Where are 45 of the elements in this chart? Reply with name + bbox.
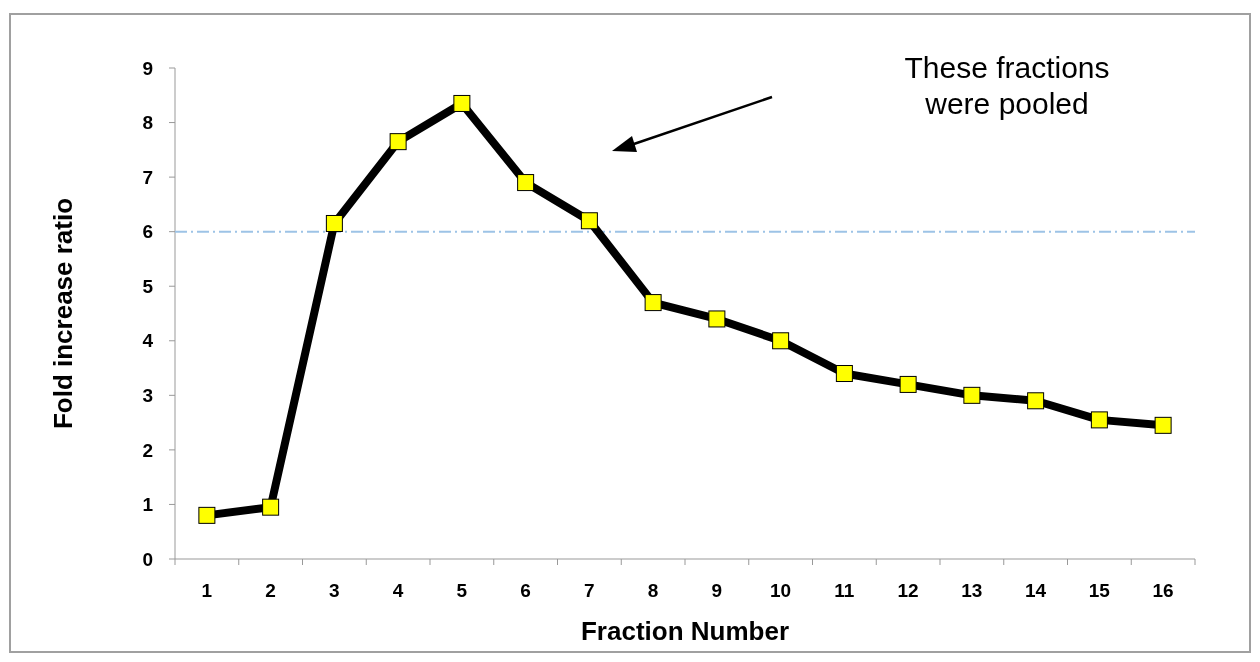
point — [835, 365, 853, 383]
y-tick-label: 4 — [142, 330, 154, 352]
x-tick-label: 11 — [834, 580, 855, 601]
y-tick-label: 3 — [142, 384, 153, 406]
point — [325, 214, 343, 232]
y-tick-label: 0 — [142, 548, 153, 570]
x-tick-label: 2 — [265, 580, 276, 601]
y-axis-title: Fold increase ratio — [48, 197, 78, 430]
point — [389, 133, 407, 151]
x-tick-label: 9 — [711, 580, 723, 601]
x-tick-label: 14 — [1025, 580, 1047, 601]
x-tick-label: 8 — [647, 580, 659, 601]
x-axis-title: Fraction Number — [580, 616, 790, 646]
x-tick-label: 13 — [961, 580, 983, 601]
point — [644, 294, 662, 312]
x-tick-label: 7 — [584, 580, 595, 601]
x-tick-label: 16 — [1152, 580, 1174, 601]
x-tick-label: 6 — [520, 580, 531, 601]
y-tick-label: 1 — [142, 494, 154, 516]
x-tick-label: 1 — [201, 580, 213, 601]
point — [453, 94, 471, 112]
y-tick-label: 8 — [142, 112, 153, 134]
point — [1154, 416, 1172, 434]
point — [963, 386, 981, 404]
point — [580, 212, 598, 230]
y-tick-label: 7 — [142, 166, 153, 188]
x-tick-label: 4 — [392, 580, 404, 601]
annotation: These fractions were pooled — [904, 51, 1110, 120]
x-tick-label: 10 — [770, 580, 792, 601]
y-tick-label: 9 — [142, 57, 153, 79]
point — [899, 375, 917, 393]
y-tick-label: 2 — [142, 439, 153, 461]
point — [198, 506, 216, 524]
point — [262, 498, 280, 516]
y-tick-label: 6 — [142, 221, 153, 243]
point — [772, 332, 790, 350]
x-tick-label: 12 — [897, 580, 919, 601]
x-tick-label: 3 — [329, 580, 340, 601]
point — [1090, 411, 1108, 429]
point — [517, 174, 535, 192]
point — [708, 310, 726, 328]
y-tick-label: 5 — [142, 275, 154, 297]
x-tick-label: 15 — [1088, 580, 1111, 601]
point — [1027, 392, 1045, 410]
x-tick-label: 5 — [456, 580, 468, 601]
